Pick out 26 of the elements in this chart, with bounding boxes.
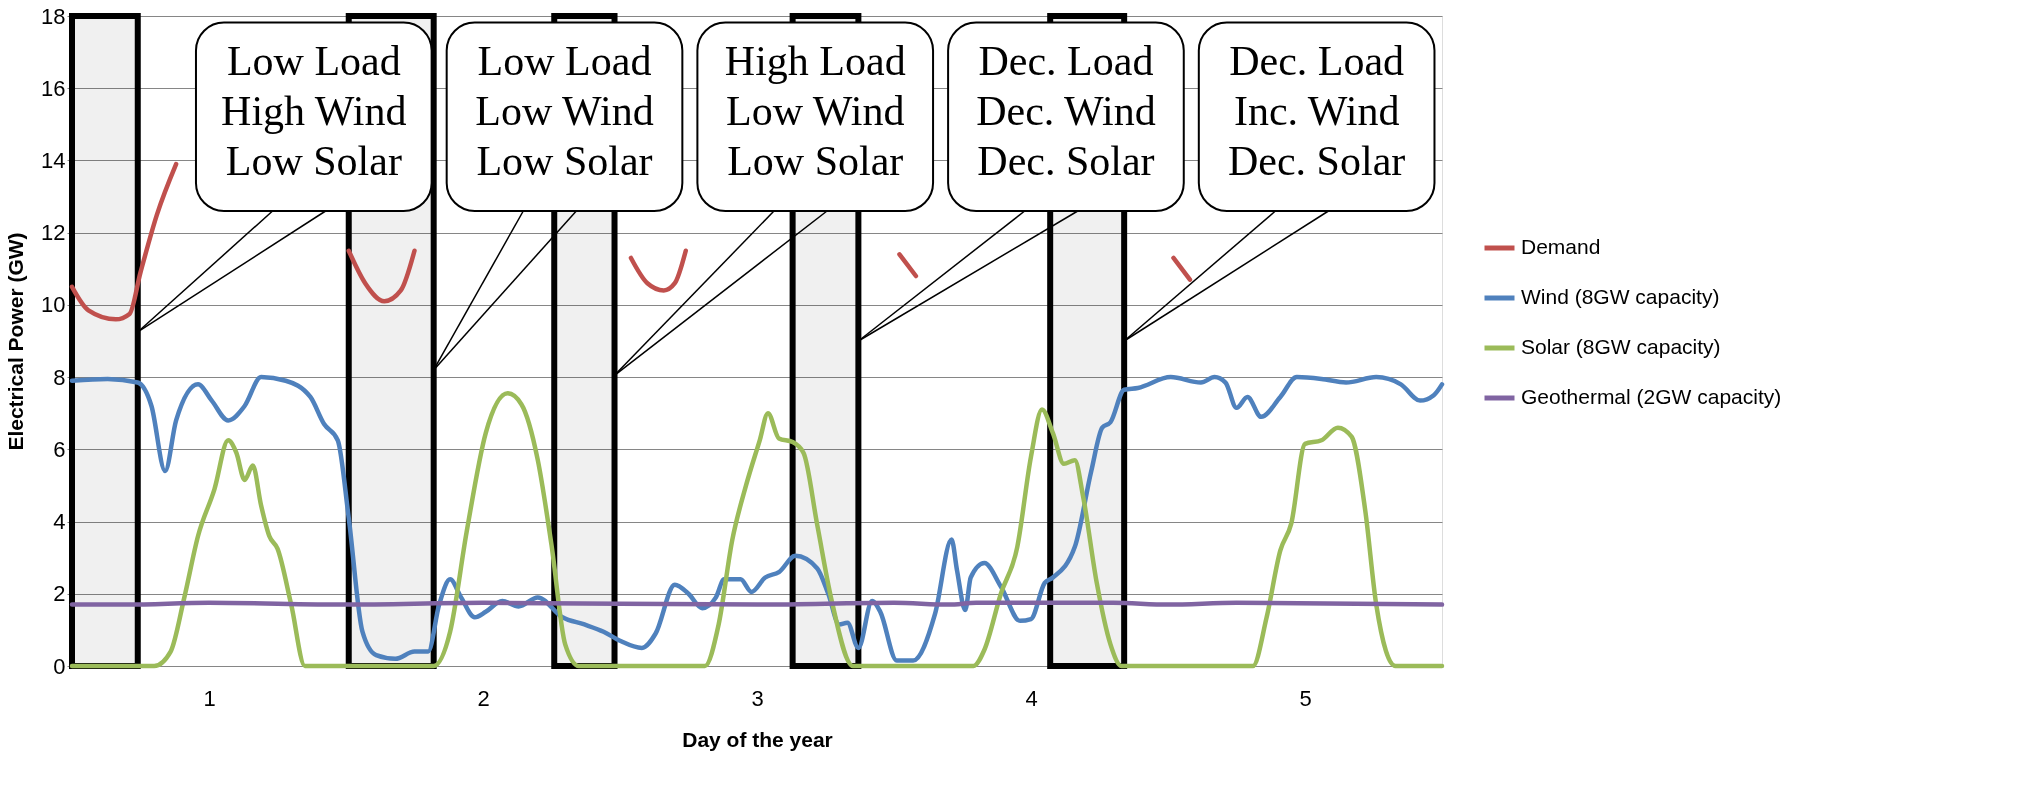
y-tick-label: 10: [41, 292, 66, 318]
x-tick-label: 3: [751, 685, 764, 711]
legend-label: Geothermal (2GW capacity): [1521, 385, 1782, 408]
y-tick-label: 18: [41, 3, 66, 29]
y-tick-label: 4: [53, 509, 66, 535]
legend-label: Wind (8GW capacity): [1521, 285, 1720, 308]
x-tick-label: 5: [1299, 685, 1312, 711]
y-tick-label: 2: [53, 581, 66, 607]
x-tick-label: 4: [1025, 685, 1038, 711]
y-tick-label: 14: [41, 147, 66, 173]
legend-label: Solar (8GW capacity): [1521, 335, 1721, 358]
x-axis-title: Day of the year: [682, 727, 833, 751]
y-tick-label: 16: [41, 75, 66, 101]
annotation: Dec. Load Inc. Wind Dec. Solar: [1228, 38, 1406, 184]
y-tick-label: 12: [41, 220, 66, 246]
annotation: High Load Low Wind Low Solar: [724, 38, 906, 184]
annotation: Low Load Low Wind Low Solar: [475, 38, 654, 184]
annotation: Low Load High Wind Low Solar: [221, 38, 407, 184]
legend-label: Demand: [1521, 235, 1601, 258]
y-tick-label: 8: [53, 364, 66, 390]
y-tick-label: 0: [53, 653, 66, 679]
y-axis-title: Electrical Power (GW): [4, 232, 28, 451]
y-tick-label: 6: [53, 436, 66, 462]
annotation: Dec. Load Dec. Wind Dec. Solar: [976, 38, 1156, 184]
x-tick-label: 1: [203, 685, 216, 711]
x-tick-label: 2: [477, 685, 490, 711]
